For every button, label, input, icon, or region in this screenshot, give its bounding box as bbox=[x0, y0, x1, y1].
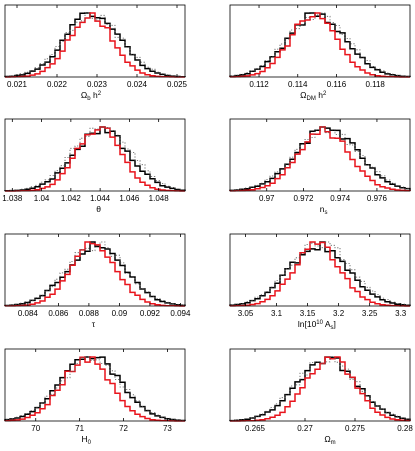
axes-frame-4 bbox=[229, 118, 411, 192]
x-tick-label-3-3: 1.042 bbox=[61, 194, 82, 203]
panel-1: 0.021 0.022 0.023 0.024 0.025 Ωb h2 bbox=[4, 4, 188, 102]
x-tick-label-3-5: 1.046 bbox=[119, 194, 140, 203]
axes-frame-6 bbox=[229, 233, 411, 307]
x-tick-label-6-5: 3.25 bbox=[362, 309, 378, 318]
x-tick-label-2-3: 0.116 bbox=[327, 80, 347, 89]
series-red-4 bbox=[229, 126, 411, 192]
panel-8: 0.265 0.27 0.275 0.28 Ωm bbox=[229, 348, 413, 446]
panel-7: 70 71 72 73 H0 bbox=[4, 348, 186, 446]
panel-5: 0.084 0.086 0.088 0.09 0.092 0.094 τ bbox=[4, 233, 191, 329]
series-red-7 bbox=[4, 356, 185, 422]
axes-frame-5 bbox=[4, 233, 186, 307]
series-dotted-5 bbox=[4, 241, 186, 306]
x-tick-label-7-3: 72 bbox=[119, 424, 128, 433]
series-black-3 bbox=[4, 126, 186, 192]
x-tick-label-4-4: 0.976 bbox=[367, 194, 388, 203]
x-tick-label-7-1: 70 bbox=[31, 424, 40, 433]
series-red-6 bbox=[229, 241, 410, 307]
axes-frame-1 bbox=[4, 4, 186, 78]
series-dotted-3 bbox=[4, 126, 186, 191]
series-dotted-1 bbox=[4, 12, 186, 77]
x-tick-label-3-1: 1.038 bbox=[2, 194, 23, 203]
x-tick-label-1-3: 0.023 bbox=[87, 80, 108, 89]
axes-frame-7 bbox=[4, 348, 186, 422]
x-axis-label-1: Ωb h2 bbox=[81, 90, 102, 102]
axes-frame-3 bbox=[4, 118, 186, 192]
panel-3: 1.038 1.04 1.042 1.044 1.046 1.048 θ bbox=[2, 118, 186, 214]
x-tick-label-5-6: 0.094 bbox=[170, 309, 191, 318]
x-tick-label-8-3: 0.275 bbox=[345, 424, 366, 433]
x-tick-label-7-4: 73 bbox=[163, 424, 172, 433]
x-axis-label-3: θ bbox=[96, 204, 101, 214]
x-tick-label-3-6: 1.048 bbox=[149, 194, 170, 203]
x-tick-label-8-4: 0.28 bbox=[397, 424, 413, 433]
series-red-8 bbox=[230, 356, 411, 422]
x-tick-label-5-1: 0.084 bbox=[18, 309, 39, 318]
x-axis-label-5: τ bbox=[92, 319, 96, 329]
x-tick-label-4-1: 0.97 bbox=[259, 194, 275, 203]
x-tick-label-8-1: 0.265 bbox=[245, 424, 266, 433]
x-tick-label-8-2: 0.27 bbox=[297, 424, 313, 433]
series-black-6 bbox=[229, 241, 411, 307]
x-tick-label-5-4: 0.09 bbox=[112, 309, 128, 318]
series-dotted-8 bbox=[229, 356, 411, 421]
x-tick-label-3-2: 1.04 bbox=[34, 194, 50, 203]
panel-2: 0.112 0.114 0.116 0.118 ΩDM h2 bbox=[229, 4, 411, 102]
panel-4: 0.97 0.972 0.974 0.976 ns bbox=[229, 118, 411, 216]
x-tick-label-2-1: 0.112 bbox=[249, 80, 269, 89]
series-dotted-4 bbox=[229, 126, 411, 191]
axes-frame-2 bbox=[229, 4, 411, 78]
x-tick-label-1-1: 0.021 bbox=[7, 80, 28, 89]
x-axis-label-6: ln[1010 As] bbox=[298, 319, 336, 331]
x-tick-label-2-2: 0.114 bbox=[288, 80, 308, 89]
x-axis-label-2: ΩDM h2 bbox=[300, 90, 327, 102]
x-axis-label-4: ns bbox=[320, 204, 328, 216]
x-tick-label-6-2: 3.1 bbox=[271, 309, 283, 318]
axes-frame-8 bbox=[229, 348, 411, 422]
series-red-5 bbox=[4, 241, 185, 307]
series-red-1 bbox=[5, 12, 185, 78]
series-red-2 bbox=[229, 12, 410, 78]
x-tick-label-6-4: 3.2 bbox=[333, 309, 345, 318]
x-tick-label-5-5: 0.092 bbox=[140, 309, 161, 318]
series-black-2 bbox=[229, 12, 411, 78]
series-black-5 bbox=[4, 241, 186, 307]
x-tick-label-6-1: 3.05 bbox=[238, 309, 254, 318]
x-tick-label-1-4: 0.024 bbox=[127, 80, 148, 89]
x-tick-label-1-2: 0.022 bbox=[47, 80, 68, 89]
x-tick-label-1-5: 0.025 bbox=[167, 80, 188, 89]
x-tick-label-2-4: 0.118 bbox=[365, 80, 385, 89]
x-axis-label-8: Ωm bbox=[324, 434, 335, 446]
series-black-4 bbox=[229, 126, 411, 192]
series-black-1 bbox=[4, 12, 186, 78]
x-tick-label-6-6: 3.3 bbox=[395, 309, 407, 318]
x-tick-label-4-3: 0.974 bbox=[330, 194, 351, 203]
series-dotted-6 bbox=[229, 241, 411, 306]
x-tick-label-3-4: 1.044 bbox=[90, 194, 111, 203]
x-tick-label-7-2: 71 bbox=[75, 424, 84, 433]
series-red-3 bbox=[5, 126, 185, 192]
x-axis-label-7: H0 bbox=[81, 434, 91, 446]
series-dotted-2 bbox=[229, 12, 411, 77]
x-tick-label-6-3: 3.15 bbox=[300, 309, 316, 318]
x-tick-label-5-3: 0.088 bbox=[79, 309, 100, 318]
x-tick-label-5-2: 0.086 bbox=[48, 309, 69, 318]
panel-6: 3.05 3.1 3.15 3.2 3.25 3.3 ln[1010 As] bbox=[229, 233, 411, 331]
series-black-7 bbox=[4, 356, 186, 422]
x-tick-label-4-2: 0.972 bbox=[293, 194, 314, 203]
